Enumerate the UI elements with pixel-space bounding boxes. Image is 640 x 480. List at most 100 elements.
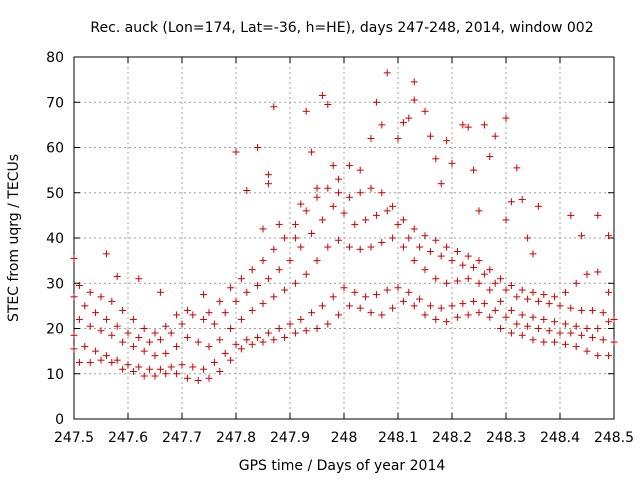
- data-point: [513, 164, 521, 172]
- data-point: [227, 325, 235, 332]
- data-point: [291, 234, 299, 242]
- data-point: [459, 121, 467, 129]
- data-point: [75, 315, 83, 323]
- y-tick-label: 10: [46, 367, 64, 383]
- data-point: [270, 336, 278, 344]
- x-tick-label: 248.5: [594, 430, 634, 446]
- data-point: [578, 232, 586, 240]
- data-point: [75, 358, 83, 366]
- data-point: [351, 288, 359, 296]
- data-point: [583, 325, 591, 332]
- axis-ticks: [73, 56, 615, 420]
- data-point: [237, 315, 245, 323]
- data-point: [491, 132, 499, 140]
- data-point: [394, 134, 402, 142]
- data-point: [529, 313, 537, 321]
- data-point: [162, 322, 170, 330]
- data-point: [561, 320, 569, 328]
- data-point: [302, 107, 310, 115]
- y-tick-label: 30: [46, 276, 64, 292]
- data-point: [610, 315, 618, 323]
- data-point: [486, 313, 494, 321]
- data-point: [410, 302, 418, 310]
- data-point: [362, 216, 370, 224]
- data-point: [70, 254, 78, 262]
- data-point: [605, 352, 613, 360]
- data-point: [324, 101, 332, 109]
- data-point: [470, 263, 478, 271]
- data-point: [92, 347, 100, 355]
- data-point: [540, 338, 548, 346]
- data-point: [308, 148, 316, 156]
- data-point: [486, 266, 494, 274]
- data-point: [518, 286, 526, 294]
- data-point: [324, 320, 332, 328]
- data-point: [356, 189, 364, 197]
- data-point: [221, 309, 229, 317]
- data-point: [156, 336, 164, 344]
- data-point: [497, 275, 505, 283]
- data-point: [329, 293, 337, 301]
- data-point: [264, 171, 272, 179]
- data-point: [426, 132, 434, 140]
- data-point: [140, 347, 148, 355]
- data-point: [545, 300, 553, 308]
- data-point: [254, 282, 262, 290]
- y-tick-label: 60: [46, 141, 64, 157]
- data-point: [264, 329, 272, 337]
- data-point: [459, 300, 467, 308]
- data-point: [529, 336, 537, 344]
- data-point: [605, 288, 613, 296]
- data-point: [75, 282, 83, 290]
- data-point: [453, 248, 461, 256]
- data-point: [362, 293, 370, 301]
- data-point: [356, 304, 364, 312]
- data-point: [254, 144, 262, 151]
- data-point: [264, 180, 272, 188]
- data-point: [486, 286, 494, 294]
- data-point: [410, 78, 418, 86]
- data-point: [405, 288, 413, 296]
- data-point: [216, 367, 224, 375]
- data-point: [140, 372, 148, 380]
- data-point: [437, 180, 445, 188]
- data-point: [464, 275, 472, 283]
- data-point: [443, 243, 451, 251]
- data-point: [183, 306, 191, 314]
- data-point: [183, 374, 191, 382]
- data-point: [529, 250, 537, 258]
- data-point: [232, 297, 240, 305]
- data-point: [135, 275, 143, 283]
- data-point: [378, 239, 386, 247]
- x-tick-label: 248.4: [540, 430, 580, 446]
- x-tick-label: 248: [331, 430, 358, 446]
- data-point: [259, 257, 267, 265]
- data-point: [248, 266, 256, 274]
- data-point: [237, 275, 245, 283]
- data-point: [194, 338, 202, 346]
- data-point: [173, 311, 181, 319]
- y-tick-label: 70: [46, 95, 64, 111]
- data-point: [491, 279, 499, 287]
- data-point: [232, 340, 240, 348]
- data-point: [567, 211, 575, 219]
- data-point: [410, 225, 418, 233]
- data-point: [189, 311, 197, 319]
- data-point: [556, 329, 564, 337]
- x-tick-label: 247.5: [54, 430, 94, 446]
- data-point: [372, 211, 380, 219]
- data-point: [216, 336, 224, 344]
- data-point: [135, 363, 143, 371]
- data-point: [318, 216, 326, 224]
- data-point: [378, 311, 386, 319]
- data-point: [534, 202, 542, 210]
- data-point: [124, 361, 132, 369]
- data-point: [594, 211, 602, 219]
- y-tick-label: 40: [46, 231, 64, 247]
- y-tick-labels: 0 10 20 30 40 50 60 70 80: [46, 50, 64, 428]
- data-point: [475, 279, 483, 287]
- data-point: [270, 103, 278, 111]
- data-point: [335, 189, 343, 197]
- data-point: [459, 261, 467, 269]
- data-point: [443, 279, 451, 287]
